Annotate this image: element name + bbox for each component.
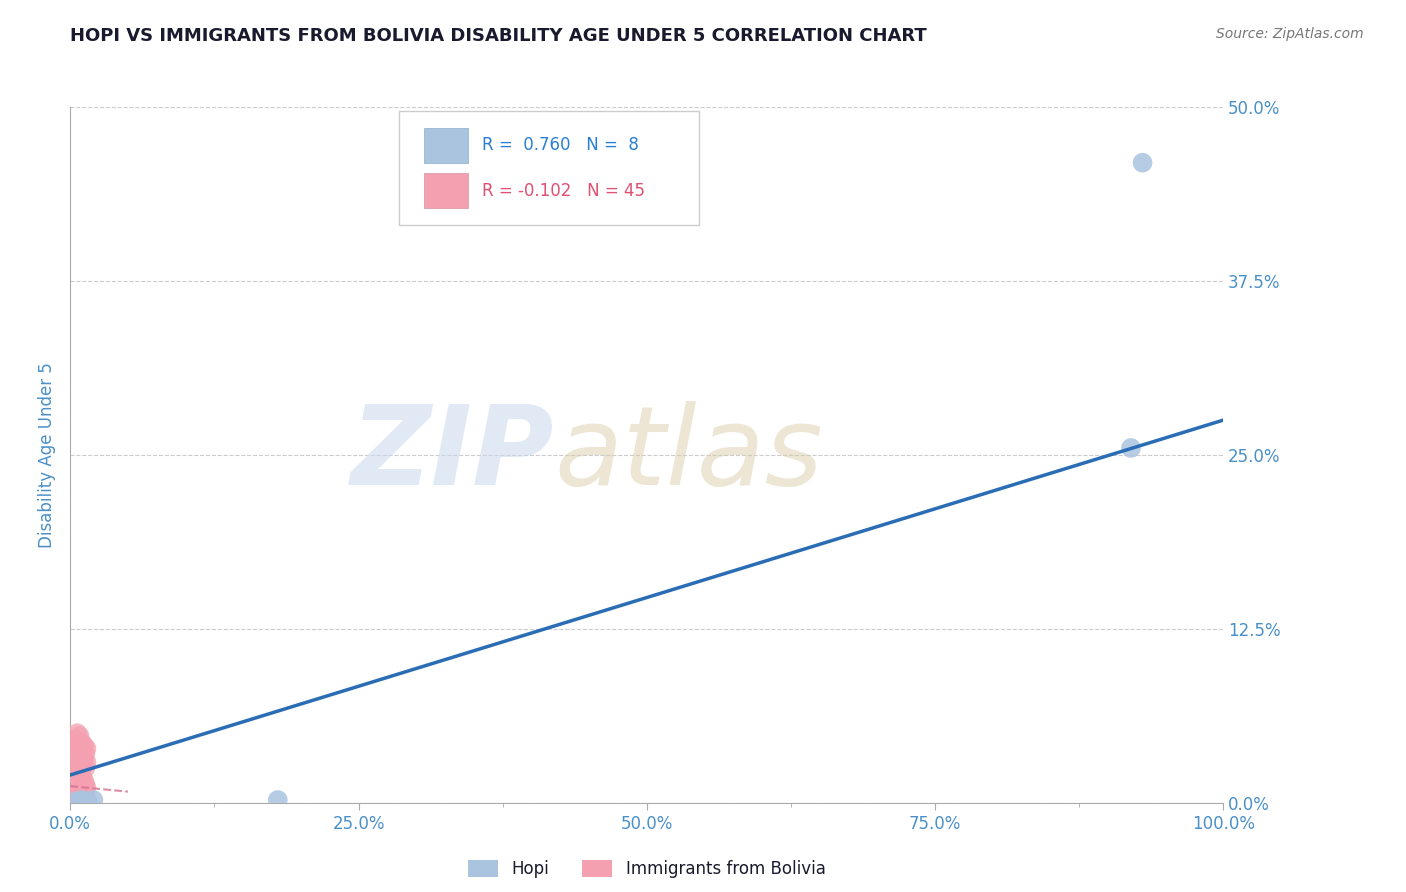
Point bbox=[66, 786, 89, 800]
Point bbox=[75, 761, 97, 775]
Point bbox=[69, 756, 91, 771]
Point bbox=[267, 793, 290, 807]
Point bbox=[65, 747, 87, 761]
Text: atlas: atlas bbox=[554, 401, 823, 508]
Point bbox=[65, 793, 87, 807]
Point bbox=[1119, 441, 1142, 455]
Text: HOPI VS IMMIGRANTS FROM BOLIVIA DISABILITY AGE UNDER 5 CORRELATION CHART: HOPI VS IMMIGRANTS FROM BOLIVIA DISABILI… bbox=[70, 27, 927, 45]
Point bbox=[75, 756, 97, 770]
Point bbox=[72, 744, 94, 758]
Point bbox=[70, 736, 93, 750]
Point bbox=[75, 747, 97, 761]
FancyBboxPatch shape bbox=[425, 173, 468, 208]
Point bbox=[65, 768, 87, 782]
Text: R = -0.102   N = 45: R = -0.102 N = 45 bbox=[482, 182, 645, 200]
Point bbox=[67, 771, 90, 785]
FancyBboxPatch shape bbox=[425, 128, 468, 162]
Point bbox=[66, 740, 89, 755]
Point bbox=[75, 778, 97, 792]
Point bbox=[73, 739, 96, 753]
Point bbox=[73, 773, 96, 788]
Text: ZIP: ZIP bbox=[352, 401, 554, 508]
Legend: Hopi, Immigrants from Bolivia: Hopi, Immigrants from Bolivia bbox=[461, 854, 832, 885]
Point bbox=[70, 769, 93, 783]
Point bbox=[70, 785, 93, 799]
Point bbox=[69, 743, 91, 757]
Point bbox=[72, 779, 94, 793]
Point bbox=[67, 789, 90, 803]
Point bbox=[69, 729, 91, 743]
Y-axis label: Disability Age Under 5: Disability Age Under 5 bbox=[38, 362, 56, 548]
Point bbox=[82, 793, 104, 807]
Point bbox=[75, 789, 97, 803]
Point bbox=[73, 753, 96, 767]
Point bbox=[65, 733, 87, 747]
Point bbox=[69, 793, 91, 807]
Point bbox=[75, 790, 97, 805]
Point bbox=[69, 790, 91, 805]
Point bbox=[72, 758, 94, 772]
Point bbox=[69, 743, 91, 757]
Point bbox=[75, 780, 97, 795]
Point bbox=[69, 765, 91, 780]
Point bbox=[70, 750, 93, 764]
FancyBboxPatch shape bbox=[399, 111, 699, 226]
Text: R =  0.760   N =  8: R = 0.760 N = 8 bbox=[482, 136, 638, 154]
Point bbox=[70, 793, 93, 807]
Point bbox=[73, 788, 96, 802]
Point bbox=[67, 737, 90, 751]
Text: Source: ZipAtlas.com: Source: ZipAtlas.com bbox=[1216, 27, 1364, 41]
Point bbox=[75, 741, 97, 756]
Point bbox=[66, 761, 89, 775]
Point bbox=[66, 726, 89, 740]
Point bbox=[67, 794, 90, 808]
Point bbox=[65, 791, 87, 805]
Point bbox=[1132, 155, 1154, 169]
Point bbox=[67, 751, 90, 765]
Point bbox=[69, 791, 91, 805]
Point bbox=[69, 783, 91, 797]
Point bbox=[72, 791, 94, 805]
Point bbox=[66, 791, 89, 805]
Point bbox=[69, 775, 91, 789]
Point bbox=[76, 794, 98, 808]
Point bbox=[70, 794, 93, 808]
Point bbox=[65, 794, 87, 808]
